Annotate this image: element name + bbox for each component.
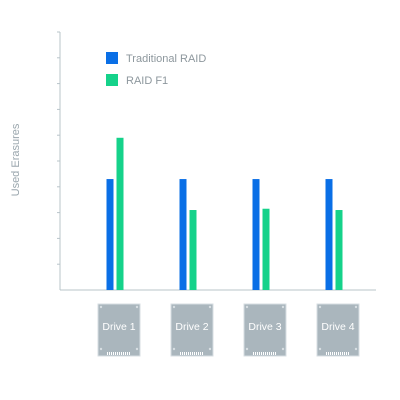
drive-pin xyxy=(200,352,201,355)
drive-pin xyxy=(113,352,114,355)
x-axis-drive-icons: Drive 1 Drive 2 Drive 3 Drive 4 xyxy=(97,303,360,357)
drive-pin xyxy=(111,352,112,355)
drive-pin xyxy=(332,352,333,355)
drive-screw xyxy=(354,305,358,309)
x-tick-label: Drive 2 xyxy=(175,321,208,333)
bar-traditional-raid-drive-3 xyxy=(252,179,260,290)
drive-pin xyxy=(269,352,270,355)
drive-pin xyxy=(336,352,337,355)
bar-traditional-raid-drive-2 xyxy=(179,179,187,290)
drive-pin xyxy=(346,352,347,355)
x-tick-label: Drive 4 xyxy=(321,321,354,333)
drive-pin xyxy=(188,352,189,355)
drive-pin xyxy=(127,352,128,355)
drive-screw xyxy=(172,347,176,351)
legend-swatch xyxy=(106,52,118,64)
bar-raid-f1-drive-4 xyxy=(335,210,343,290)
drive-screw xyxy=(318,305,322,309)
drive-pin xyxy=(123,352,124,355)
drive-pin xyxy=(109,352,110,355)
drive-pin xyxy=(255,352,256,355)
drive-pin xyxy=(348,352,349,355)
drive-pin xyxy=(265,352,266,355)
drive-pin xyxy=(180,352,181,355)
drive-pin xyxy=(338,352,339,355)
drive-screw xyxy=(172,305,176,309)
drive-pin xyxy=(182,352,183,355)
drive-pin xyxy=(117,352,118,355)
drive-screw xyxy=(208,305,212,309)
drive-pin xyxy=(184,352,185,355)
drive-pin xyxy=(344,352,345,355)
drive-pin xyxy=(326,352,327,355)
bar-raid-f1-drive-3 xyxy=(262,208,270,290)
drive-pin xyxy=(190,352,191,355)
drive-pin xyxy=(253,352,254,355)
drive-screw xyxy=(354,347,358,351)
drive-screw xyxy=(135,347,139,351)
drive-pin xyxy=(340,352,341,355)
drive-pin xyxy=(328,352,329,355)
drive-pin xyxy=(267,352,268,355)
legend-label: RAID F1 xyxy=(126,75,168,87)
drive-screw xyxy=(281,347,285,351)
ssd-drive-icon: Drive 4 xyxy=(316,303,360,357)
legend: Traditional RAID RAID F1 xyxy=(106,52,206,87)
drive-pin xyxy=(257,352,258,355)
drive-screw xyxy=(245,347,249,351)
drive-pin xyxy=(330,352,331,355)
drive-screw xyxy=(135,305,139,309)
bar-raid-f1-drive-2 xyxy=(189,210,197,290)
ssd-drive-icon: Drive 2 xyxy=(170,303,214,357)
drive-pin xyxy=(107,352,108,355)
drive-pin xyxy=(192,352,193,355)
ssd-drive-icon: Drive 3 xyxy=(243,303,287,357)
drive-pin xyxy=(198,352,199,355)
drive-pin xyxy=(202,352,203,355)
drive-body xyxy=(170,303,214,357)
bars xyxy=(106,137,343,290)
drive-pin xyxy=(263,352,264,355)
drive-pin xyxy=(115,352,116,355)
bar-traditional-raid-drive-1 xyxy=(106,179,114,290)
drive-pin xyxy=(121,352,122,355)
drive-pin xyxy=(196,352,197,355)
drive-screw xyxy=(245,305,249,309)
drive-pin xyxy=(342,352,343,355)
y-axis-label: Used Erasures xyxy=(10,123,22,196)
drive-pin xyxy=(129,352,130,355)
drive-pin xyxy=(259,352,260,355)
drive-pin xyxy=(194,352,195,355)
drive-screw xyxy=(99,347,103,351)
drive-pin xyxy=(186,352,187,355)
x-tick-label: Drive 3 xyxy=(248,321,281,333)
bar-raid-f1-drive-1 xyxy=(116,137,124,290)
ssd-drive-icon: Drive 1 xyxy=(97,303,141,357)
drive-body xyxy=(97,303,141,357)
drive-screw xyxy=(281,305,285,309)
drive-body xyxy=(243,303,287,357)
drive-screw xyxy=(208,347,212,351)
bar-traditional-raid-drive-4 xyxy=(325,179,333,290)
drive-screw xyxy=(99,305,103,309)
legend-swatch xyxy=(106,74,118,86)
drive-pin xyxy=(334,352,335,355)
drive-pin xyxy=(271,352,272,355)
drive-screw xyxy=(318,347,322,351)
drive-pin xyxy=(261,352,262,355)
drive-body xyxy=(316,303,360,357)
x-tick-label: Drive 1 xyxy=(102,321,135,333)
drive-pin xyxy=(119,352,120,355)
drive-pin xyxy=(273,352,274,355)
legend-label: Traditional RAID xyxy=(126,53,206,65)
drive-pin xyxy=(275,352,276,355)
drive-pin xyxy=(125,352,126,355)
